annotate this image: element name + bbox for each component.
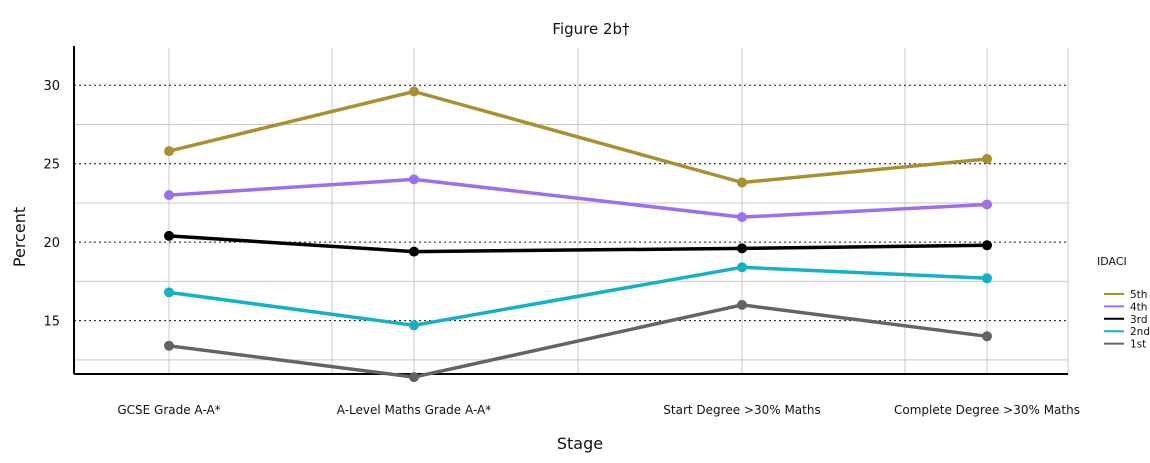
legend-label-5th: 5th — [1130, 289, 1147, 301]
data-point-2nd — [737, 262, 747, 273]
data-point-5th — [982, 154, 992, 164]
x-tick-label: Start Degree >30% Maths — [663, 403, 820, 417]
data-point-4th — [409, 174, 419, 185]
data-point-4th — [982, 199, 992, 210]
data-point-1st — [982, 331, 992, 342]
y-tick-label: 20 — [43, 236, 60, 251]
series-lines — [168, 89, 988, 379]
legend-label-2nd: 2nd — [1130, 326, 1150, 338]
data-point-5th — [737, 177, 747, 188]
grid — [73, 48, 1069, 374]
y-tick-label: 30 — [43, 79, 60, 94]
data-point-2nd — [164, 287, 174, 298]
data-point-1st — [737, 299, 747, 310]
y-tick-label: 25 — [43, 158, 60, 173]
x-axis-label: Stage — [557, 434, 603, 453]
x-tick-label: GCSE Grade A-A* — [117, 403, 220, 417]
chart-title: Figure 2b† — [552, 20, 630, 38]
x-tick-label: Complete Degree >30% Maths — [894, 403, 1080, 417]
legend-label-4th: 4th — [1130, 301, 1147, 313]
data-point-3rd — [982, 240, 992, 251]
data-point-4th — [164, 190, 174, 201]
legend-label-1st: 1st — [1130, 339, 1146, 351]
data-point-3rd — [737, 243, 747, 254]
series-line-3rd — [168, 234, 988, 254]
series-line-4th — [168, 177, 988, 219]
data-point-1st — [409, 372, 419, 383]
series-line-2nd — [168, 265, 988, 328]
data-point-2nd — [409, 320, 419, 331]
y-tick-labels: 15 20 25 30 — [43, 79, 60, 329]
x-tick-labels: GCSE Grade A-A* A-Level Maths Grade A-A* S… — [117, 403, 1080, 417]
y-tick-label: 15 — [43, 315, 60, 330]
series-line-1st — [168, 303, 988, 379]
series-line-5th — [168, 89, 988, 185]
x-tick-label: A-Level Maths Grade A-A* — [337, 403, 491, 417]
data-point-5th — [409, 86, 419, 97]
data-point-1st — [164, 340, 174, 351]
data-point-3rd — [409, 246, 419, 257]
legend-label-3rd: 3rd — [1130, 314, 1147, 326]
data-point-4th — [737, 212, 747, 223]
data-point-5th — [164, 146, 174, 157]
axes — [73, 46, 1068, 375]
legend-title: IDACI — [1097, 255, 1127, 268]
data-point-3rd — [164, 230, 174, 241]
y-axis-label: Percent — [10, 207, 29, 267]
data-point-2nd — [982, 273, 992, 284]
series-points — [164, 86, 992, 383]
